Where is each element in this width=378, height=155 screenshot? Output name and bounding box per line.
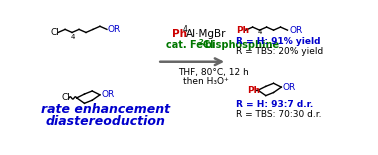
Text: -bisphosphine: -bisphosphine — [201, 40, 280, 50]
Text: 4: 4 — [183, 25, 188, 34]
Text: 2: 2 — [198, 39, 203, 45]
Text: then H₃O⁺: then H₃O⁺ — [183, 77, 229, 86]
Text: R = TBS: 20% yield: R = TBS: 20% yield — [236, 47, 324, 56]
Text: R = TBS: 70:30 d.r.: R = TBS: 70:30 d.r. — [236, 110, 322, 119]
Text: rate enhancement: rate enhancement — [41, 103, 170, 116]
Text: Al·MgBr: Al·MgBr — [186, 29, 226, 39]
Text: Ph: Ph — [172, 29, 187, 39]
Text: R = H: 93:7 d.r.: R = H: 93:7 d.r. — [236, 100, 314, 109]
Text: diastereoduction: diastereoduction — [45, 115, 165, 128]
Text: R = H: 91% yield: R = H: 91% yield — [236, 37, 321, 46]
Text: OR: OR — [108, 25, 121, 34]
Text: Ph: Ph — [236, 26, 249, 35]
Text: 4: 4 — [71, 34, 75, 40]
Text: Cl: Cl — [50, 28, 59, 37]
Text: 4: 4 — [258, 29, 263, 35]
Text: cat. FeCl: cat. FeCl — [166, 40, 214, 50]
Text: OR: OR — [289, 26, 302, 35]
Text: THF, 80°C, 12 h: THF, 80°C, 12 h — [178, 68, 249, 77]
Text: Cl: Cl — [62, 93, 71, 102]
Text: OR: OR — [102, 90, 115, 99]
Text: OR: OR — [283, 83, 296, 92]
Text: Ph: Ph — [247, 86, 260, 95]
